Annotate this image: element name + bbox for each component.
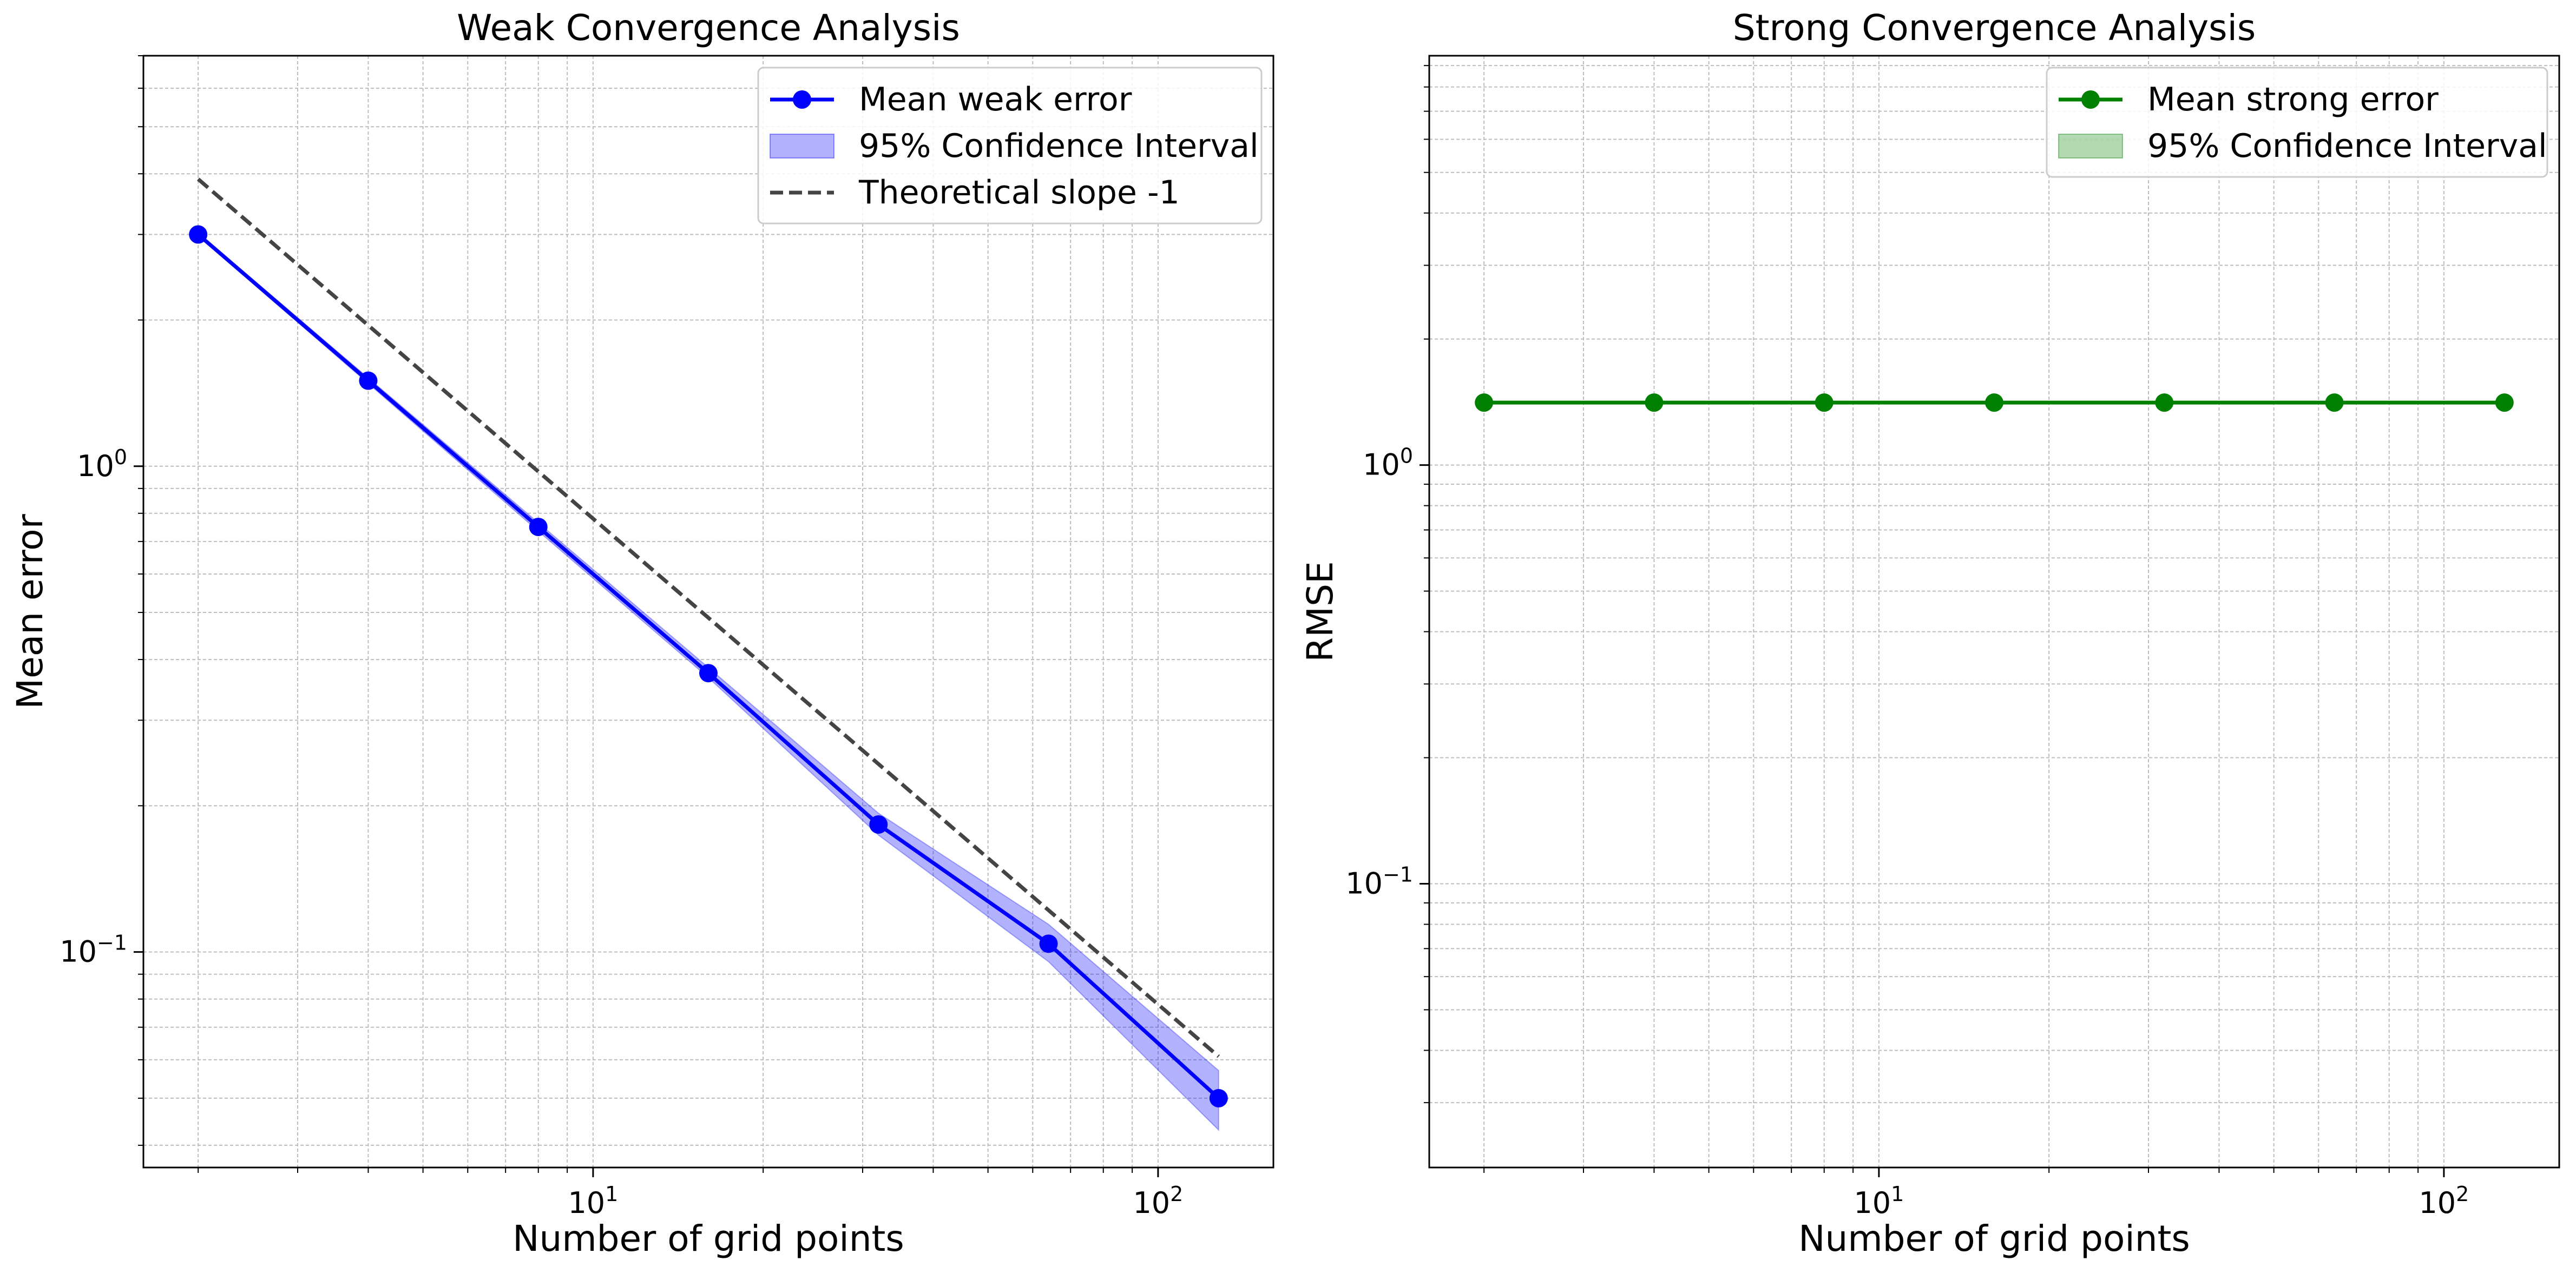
weak-legend-label: 95% Confidence Interval (859, 127, 1259, 165)
strong-y-tick-label: 100 (1363, 444, 1413, 482)
strong-data-point (1645, 393, 1664, 412)
strong-chart-title: Strong Convergence Analysis (1733, 7, 2256, 49)
strong-convergence-plot: 101 102 100 10−1 Strong Convergence Analysis… (1299, 7, 2560, 1259)
weak-x-tick-label: 102 (1133, 1182, 1183, 1220)
strong-data-point (2325, 393, 2344, 412)
weak-confidence-band (198, 232, 1219, 1132)
strong-axes-frame (1428, 55, 2560, 1169)
weak-y-tick-label: 10−1 (60, 931, 127, 969)
strong-y-axis-label: RMSE (1299, 561, 1341, 662)
weak-data-point (359, 371, 378, 390)
strong-x-axis-label: Number of grid points (1798, 1218, 2190, 1259)
weak-x-tick-label: 101 (568, 1182, 618, 1220)
strong-legend-box (2046, 67, 2548, 178)
strong-data-point (1815, 393, 1834, 412)
weak-data-point (1039, 934, 1058, 953)
strong-legend-label: Mean strong error (2147, 81, 2439, 118)
weak-y-tick-label: 100 (77, 445, 127, 483)
strong-data-point (1475, 393, 1494, 412)
weak-chart-title: Weak Convergence Analysis (457, 7, 960, 49)
weak-data-point (869, 815, 888, 834)
weak-theoretical-slope-line (196, 177, 1220, 1058)
weak-legend-marker-swatch (793, 90, 811, 109)
strong-data-point (1985, 393, 2003, 412)
weak-x-axis-label: Number of grid points (512, 1218, 904, 1259)
weak-data-point (189, 225, 208, 244)
strong-legend-label: 95% Confidence Interval (2147, 127, 2547, 165)
weak-legend: Mean weak error 95% Confidence Interval Th… (757, 67, 1263, 225)
strong-legend: Mean strong error 95% Confidence Interval (2046, 67, 2548, 178)
strong-data-point (2155, 393, 2174, 412)
strong-y-tick-label: 10−1 (1345, 862, 1413, 900)
weak-data-point (699, 664, 718, 683)
weak-legend-label: Theoretical slope -1 (858, 174, 1180, 212)
strong-x-tick-label: 101 (1854, 1182, 1904, 1220)
weak-y-axis-label: Mean error (9, 513, 51, 709)
weak-legend-band-swatch (770, 134, 834, 159)
weak-legend-box (757, 67, 1263, 225)
strong-x-tick-label: 102 (2419, 1182, 2469, 1220)
weak-data-point (1209, 1089, 1228, 1107)
strong-legend-marker-swatch (2081, 90, 2100, 109)
weak-data-point (529, 517, 548, 536)
weak-legend-label: Mean weak error (859, 81, 1132, 118)
weak-axes-frame (142, 55, 1274, 1169)
weak-convergence-plot: 101 102 100 10−1 Weak Convergence Analysis Nu… (9, 7, 1274, 1259)
strong-data-point (2495, 393, 2514, 412)
strong-legend-band-swatch (2058, 134, 2123, 159)
